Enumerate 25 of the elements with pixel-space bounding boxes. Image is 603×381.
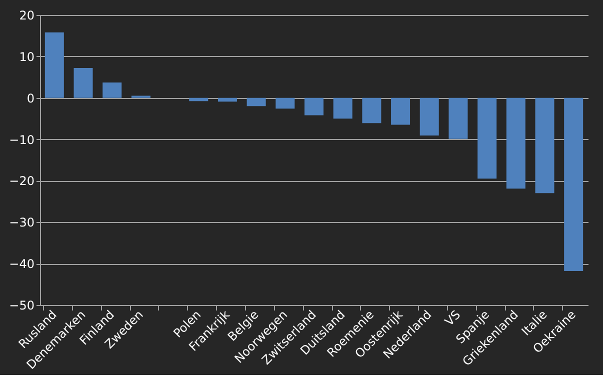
bar (362, 98, 382, 124)
y-tick-label: 20 (19, 8, 34, 22)
y-tick-label: −30 (9, 216, 34, 230)
bar (44, 32, 64, 98)
bar (535, 98, 554, 194)
bar (218, 98, 237, 102)
bar (420, 98, 439, 136)
bar (74, 68, 93, 98)
bar (448, 98, 468, 139)
y-tick-label: 10 (19, 50, 34, 64)
bar (276, 98, 295, 109)
y-tick-label: −20 (9, 174, 34, 188)
y-tick-label: −40 (9, 257, 34, 272)
bar (391, 98, 410, 125)
bar (506, 98, 526, 189)
bar (102, 82, 122, 98)
bar (333, 98, 352, 119)
y-tick-label: −50 (9, 298, 34, 312)
bar (189, 98, 208, 102)
bar (246, 98, 266, 106)
bar (564, 98, 584, 272)
y-tick-label: −10 (9, 132, 34, 147)
bar (478, 98, 497, 179)
y-tick-label: 0 (26, 91, 34, 106)
bar (304, 98, 324, 116)
